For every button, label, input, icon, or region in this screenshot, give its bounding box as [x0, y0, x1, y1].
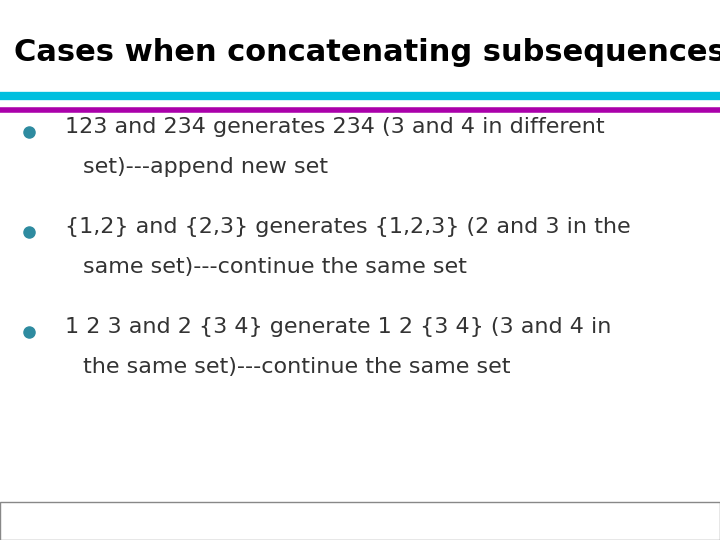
FancyBboxPatch shape — [0, 502, 720, 540]
Text: Introduction to Data Mining: Introduction to Data Mining — [274, 515, 446, 528]
Text: 4/18/2004: 4/18/2004 — [590, 515, 654, 528]
Text: the same set)---continue the same set: the same set)---continue the same set — [83, 357, 510, 377]
Text: © Tan, Steinbach, Kumar: © Tan, Steinbach, Kumar — [14, 515, 171, 528]
Text: Cases when concatenating subsequences: Cases when concatenating subsequences — [14, 38, 720, 67]
Text: 1 2 3 and 2 {3 4} generate 1 2 {3 4} (3 and 4 in: 1 2 3 and 2 {3 4} generate 1 2 {3 4} (3 … — [65, 316, 611, 337]
Text: 123 and 234 generates 234 (3 and 4 in different: 123 and 234 generates 234 (3 and 4 in di… — [65, 117, 604, 137]
Text: set)---append new set: set)---append new set — [83, 157, 328, 178]
Text: 30: 30 — [683, 515, 698, 528]
Text: {1,2} and {2,3} generates {1,2,3} (2 and 3 in the: {1,2} and {2,3} generates {1,2,3} (2 and… — [65, 217, 631, 237]
Text: same set)---continue the same set: same set)---continue the same set — [83, 257, 467, 278]
